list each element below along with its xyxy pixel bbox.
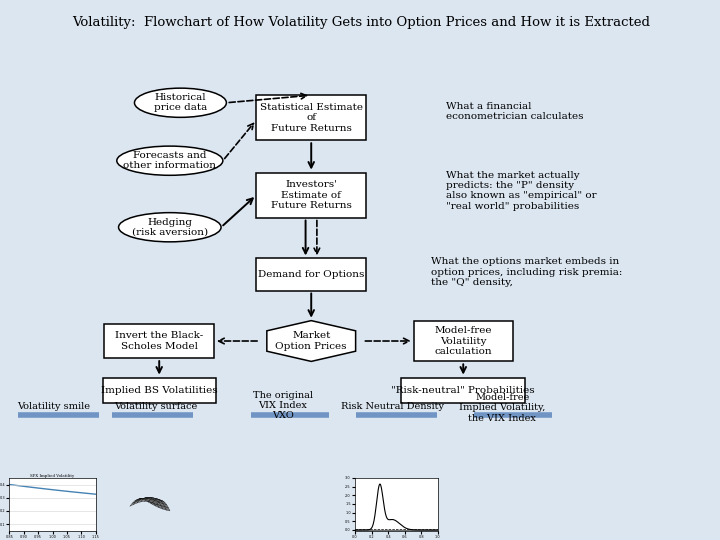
FancyBboxPatch shape (103, 377, 216, 403)
Text: "Risk-neutral" Probabilities: "Risk-neutral" Probabilities (392, 386, 535, 395)
Text: What the market actually
predicts: the "P" density
also known as "empirical" or
: What the market actually predicts: the "… (446, 171, 596, 211)
Text: Investors'
Estimate of
Future Returns: Investors' Estimate of Future Returns (271, 180, 351, 210)
Ellipse shape (135, 88, 226, 117)
FancyBboxPatch shape (414, 321, 513, 361)
Text: Volatility surface: Volatility surface (114, 402, 197, 410)
Text: Implied BS Volatilities: Implied BS Volatilities (101, 386, 217, 395)
FancyBboxPatch shape (104, 324, 214, 358)
Text: Forecasts and
other information: Forecasts and other information (123, 151, 216, 171)
FancyBboxPatch shape (256, 172, 366, 218)
Text: What the options market embeds in
option prices, including risk premia:
the "Q" : What the options market embeds in option… (431, 258, 623, 287)
Text: Model-free
Implied Volatility,
the VIX Index: Model-free Implied Volatility, the VIX I… (459, 393, 545, 423)
Text: Historical
price data: Historical price data (154, 93, 207, 112)
Polygon shape (267, 321, 356, 361)
Text: Model-free
Volatility
calculation: Model-free Volatility calculation (434, 326, 492, 356)
Text: What a financial
econometrician calculates: What a financial econometrician calculat… (446, 102, 583, 121)
Title: SPX Implied Volatility: SPX Implied Volatility (30, 474, 75, 477)
FancyBboxPatch shape (256, 95, 366, 140)
Text: Market
Option Prices: Market Option Prices (276, 332, 347, 350)
Text: Hedging
(risk aversion): Hedging (risk aversion) (132, 218, 208, 237)
Text: The original
VIX Index
VXO: The original VIX Index VXO (253, 390, 313, 421)
FancyBboxPatch shape (401, 377, 525, 403)
Text: Demand for Options: Demand for Options (258, 270, 364, 279)
Text: Risk Neutral Density: Risk Neutral Density (341, 402, 444, 410)
FancyBboxPatch shape (256, 258, 366, 291)
Text: Invert the Black-
Scholes Model: Invert the Black- Scholes Model (115, 332, 203, 350)
Ellipse shape (119, 213, 221, 242)
Text: Volatility smile: Volatility smile (17, 402, 90, 410)
Text: Statistical Estimate
of
Future Returns: Statistical Estimate of Future Returns (260, 103, 363, 133)
Text: Volatility:  Flowchart of How Volatility Gets into Option Prices and How it is E: Volatility: Flowchart of How Volatility … (72, 16, 649, 29)
Ellipse shape (117, 146, 223, 176)
